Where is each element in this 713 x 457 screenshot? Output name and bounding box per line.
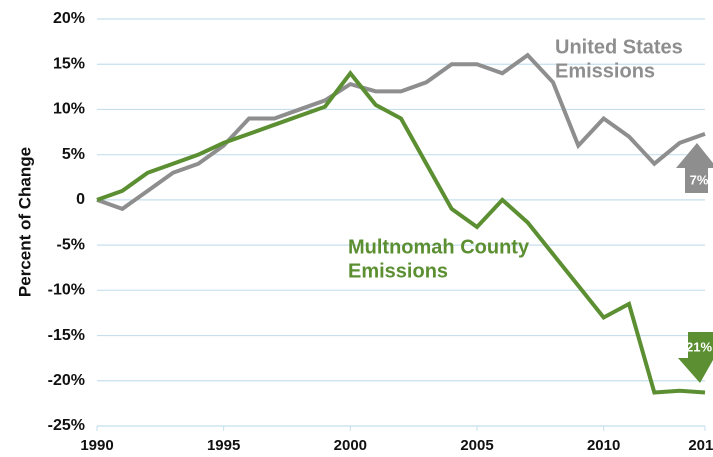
y-tick-label: 5% — [62, 146, 85, 163]
y-tick-label: -10% — [48, 282, 85, 299]
line-series — [96, 70, 706, 395]
x-tick-label: 2014 — [688, 437, 713, 454]
series-label: Multnomah County — [348, 236, 530, 258]
y-tick-label: -5% — [57, 236, 85, 253]
series-label: Emissions — [348, 260, 448, 282]
y-tick-label: 0 — [76, 191, 85, 208]
y-axis-label: Percent of Change — [15, 147, 34, 297]
y-tick-label: -25% — [48, 417, 85, 434]
arrow-label: 21% — [686, 339, 712, 354]
x-tick-label: 2005 — [460, 437, 493, 454]
y-tick-label: 20% — [53, 10, 85, 27]
up-arrow — [676, 143, 713, 193]
series-label: Emissions — [555, 60, 655, 82]
x-tick-label: 2000 — [334, 437, 367, 454]
x-tick-label: 2010 — [587, 437, 620, 454]
x-tick-label: 1990 — [80, 437, 113, 454]
y-tick-label: 10% — [53, 101, 85, 118]
y-tick-label: 15% — [53, 55, 85, 72]
y-tick-label: -20% — [48, 372, 85, 389]
x-tick-label: 1995 — [207, 437, 240, 454]
y-tick-label: -15% — [48, 327, 85, 344]
arrow-label: 7% — [690, 172, 709, 187]
down-arrow — [678, 332, 713, 383]
series-label: United States — [555, 36, 683, 58]
line-series — [96, 52, 706, 212]
